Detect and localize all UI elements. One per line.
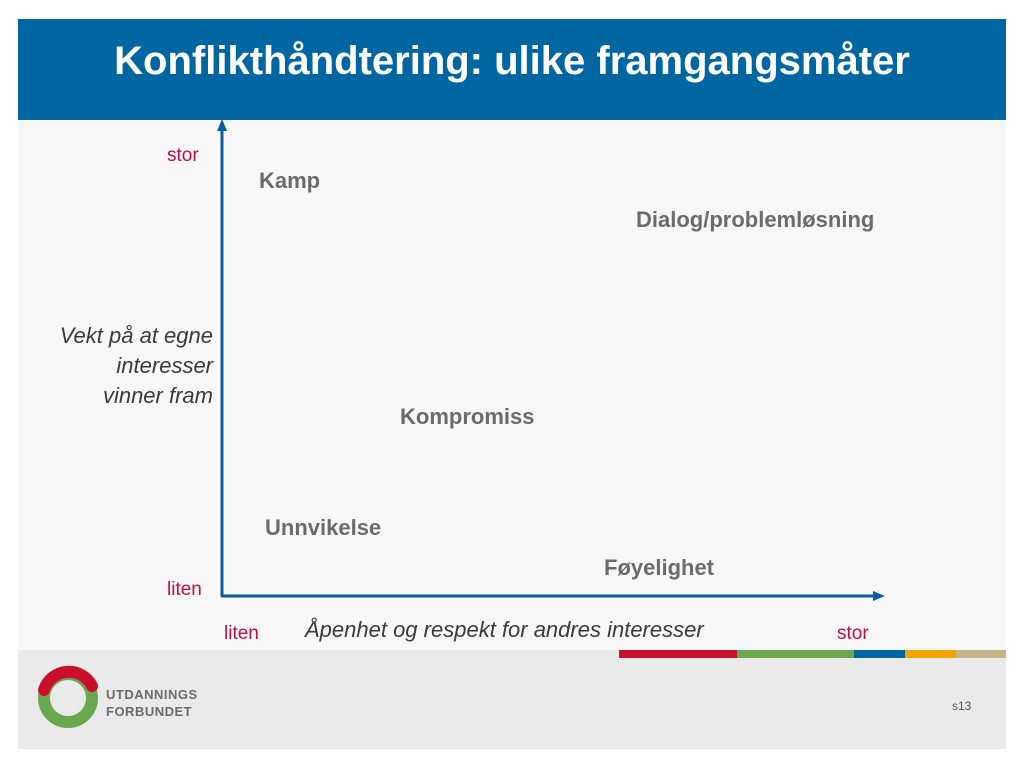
y-axis-arrowhead — [217, 119, 227, 131]
strategy-foyelighet: Føyelighet — [604, 555, 715, 580]
logo-line1: UTDANNINGS — [106, 687, 198, 702]
strategy-kamp: Kamp — [259, 168, 321, 193]
content-area — [18, 120, 1006, 650]
y-axis-title-line: interesser — [116, 353, 213, 378]
x-axis-title: Åpenhet og respekt for andres interesser — [305, 617, 704, 642]
slide-title: Konflikthåndtering: ulike framgangsmåter — [114, 39, 910, 83]
footer — [18, 650, 1006, 749]
y-axis-title-line: Vekt på at egne — [59, 323, 213, 348]
stripe-beige — [956, 650, 1006, 658]
strategy-kompromiss: Kompromiss — [400, 404, 535, 429]
y-axis-high-label: stor — [167, 145, 199, 166]
logo-wordmark: UTDANNINGS FORBUNDET — [106, 686, 198, 720]
x-axis-arrowhead — [873, 591, 885, 601]
x-axis-high-label: stor — [837, 623, 869, 644]
strategy-dialog: Dialog/problemløsning — [636, 207, 875, 232]
y-axis-title: Vekt på at egne interesser vinner fram — [30, 321, 213, 411]
stripe-red — [619, 650, 737, 658]
y-axis-low-label: liten — [167, 579, 202, 600]
logo-line2: FORBUNDET — [106, 704, 193, 719]
stripe-blue — [854, 650, 905, 658]
y-axis-title-line: vinner fram — [102, 383, 213, 408]
stripe-green — [737, 650, 854, 658]
title-bar: Konflikthåndtering: ulike framgangsmåter — [18, 19, 1006, 120]
page-number: s13 — [952, 699, 972, 713]
strategy-unnvikelse: Unnvikelse — [265, 515, 382, 540]
stripe-yellow — [905, 650, 956, 658]
x-axis-low-label: liten — [224, 623, 259, 644]
